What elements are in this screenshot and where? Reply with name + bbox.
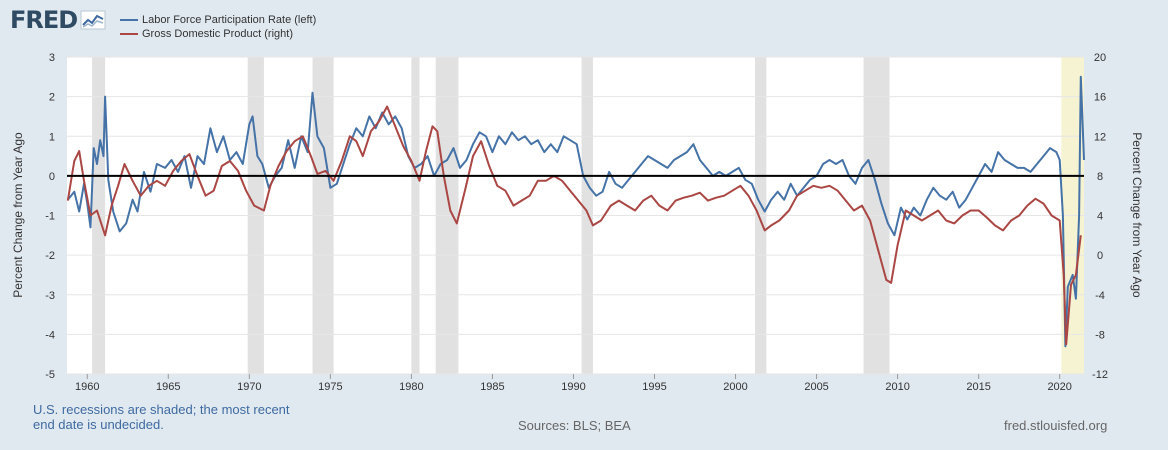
y-tick-right: -8 [1095,329,1105,341]
sources-text: Sources: BLS; BEA [518,418,631,433]
logo-text: FRED [10,6,78,34]
recession-note: U.S. recessions are shaded; the most rec… [33,402,333,432]
x-tick-label: 1995 [642,381,666,393]
y-tick-left: 2 [49,92,55,104]
x-tick-label: 2005 [804,381,828,393]
y-tick-left: -4 [45,329,55,341]
legend-swatch-gdp [120,33,138,35]
x-tick-label: 2010 [885,381,909,393]
y-axis-label-right: Percent Change from Year Ago [1130,132,1144,298]
x-tick-label: 2020 [1047,381,1071,393]
y-tick-left: -5 [45,369,55,381]
x-tick-label: 1960 [75,381,99,393]
x-tick-label: 2000 [723,381,747,393]
legend-label-gdp: Gross Domestic Product (right) [142,28,293,40]
legend-item-gdp[interactable]: Gross Domestic Product (right) [120,27,316,41]
y-tick-left: 1 [49,131,55,143]
series-line-gdp [66,105,1082,346]
recession-note-line2: end date is undecided. [33,417,164,432]
recession-note-line1: U.S. recessions are shaded; the most rec… [33,402,290,417]
y-tick-left: -3 [45,290,55,302]
x-tick-label: 1970 [237,381,261,393]
y-tick-right: 12 [1094,131,1106,143]
legend: Labor Force Participation Rate (left) Gr… [120,13,316,41]
logo-chart-icon [80,10,106,30]
y-axis-label-left: Percent Change from Year Ago [11,132,25,298]
x-tick-label: 1985 [480,381,504,393]
legend-item-lfpr[interactable]: Labor Force Participation Rate (left) [120,13,316,27]
y-tick-right: 4 [1097,211,1103,223]
y-tick-left: -2 [45,250,55,262]
x-tick-label: 1990 [561,381,585,393]
legend-swatch-lfpr [120,19,138,21]
legend-label-lfpr: Labor Force Participation Rate (left) [142,14,317,26]
y-tick-right: 20 [1094,52,1106,64]
y-tick-right: 8 [1097,171,1103,183]
x-tick-label: 1980 [399,381,423,393]
y-tick-left: 0 [49,171,55,183]
source-url-link[interactable]: fred.stlouisfed.org [1004,418,1108,433]
y-tick-right: -4 [1095,290,1105,302]
series-line-lfpr [67,75,1085,348]
y-tick-right: 0 [1097,250,1103,262]
x-tick-label: 2015 [966,381,990,393]
fred-logo[interactable]: FRED [10,6,106,34]
series-lines [66,75,1085,348]
y-tick-right: -12 [1092,369,1108,381]
y-tick-right: 16 [1094,92,1106,104]
x-tick-label: 1975 [318,381,342,393]
y-tick-left: 3 [49,52,55,64]
x-tick-label: 1965 [156,381,180,393]
y-tick-left: -1 [45,211,55,223]
